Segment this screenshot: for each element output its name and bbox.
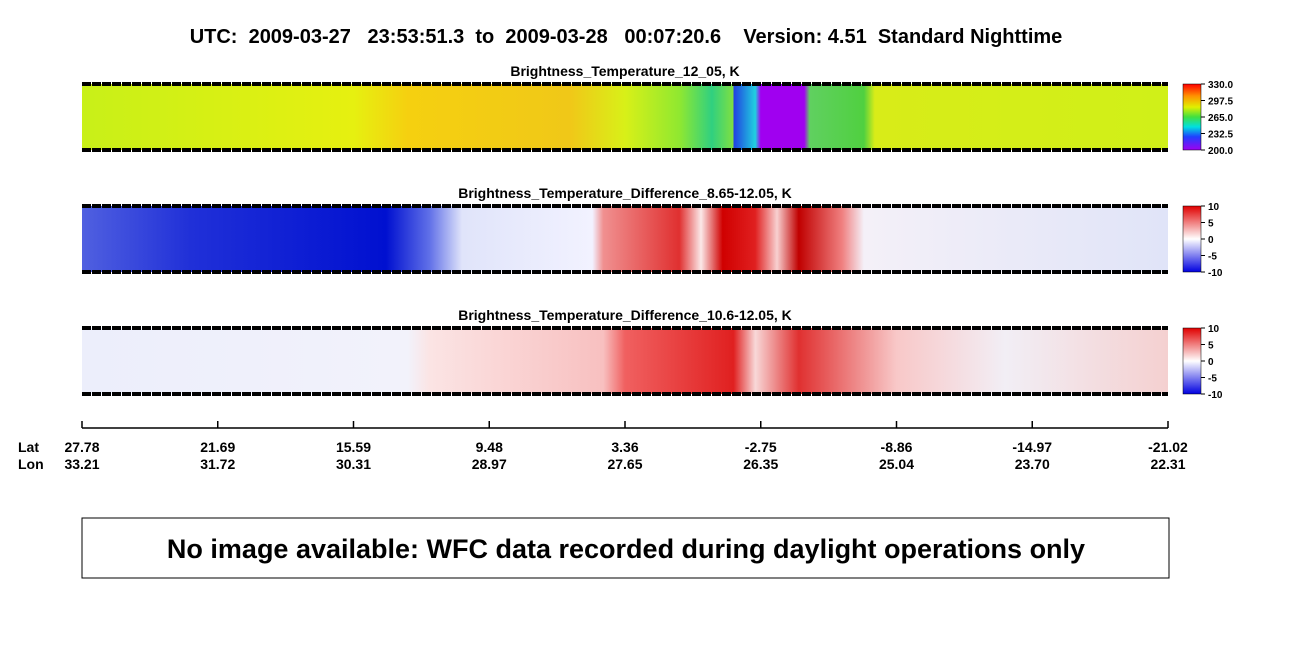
colorbar-label: 5 xyxy=(1208,219,1214,230)
lat-value: 27.78 xyxy=(64,439,99,455)
lat-value: -2.75 xyxy=(745,439,777,455)
colorbar-label: 200.0 xyxy=(1208,146,1233,157)
colorbar-label: 232.5 xyxy=(1208,130,1233,141)
lon-value: 28.97 xyxy=(472,456,507,472)
lat-value: -21.02 xyxy=(1148,439,1188,455)
image-strip xyxy=(82,206,1168,272)
lon-value: 33.21 xyxy=(64,456,99,472)
colorbar xyxy=(1182,327,1202,395)
colorbar-label: -10 xyxy=(1208,390,1223,401)
lon-value: 25.04 xyxy=(879,456,914,472)
colorbar xyxy=(1182,83,1202,151)
colorbar-label: -5 xyxy=(1208,374,1217,385)
colorbar-label: 0 xyxy=(1208,357,1214,368)
colorbar-label: 330.0 xyxy=(1208,80,1233,91)
lon-value: 30.31 xyxy=(336,456,371,472)
colorbar-label: 265.0 xyxy=(1208,113,1233,124)
lat-value: 21.69 xyxy=(200,439,235,455)
lon-value: 27.65 xyxy=(607,456,642,472)
colorbar xyxy=(1182,205,1202,273)
colorbar-label: 0 xyxy=(1208,235,1214,246)
lat-value: 15.59 xyxy=(336,439,371,455)
message-box xyxy=(81,517,1170,579)
lat-value: -8.86 xyxy=(881,439,913,455)
panel-title: Brightness_Temperature_12_05, K xyxy=(510,63,739,79)
image-strip xyxy=(82,328,1168,394)
page-title: UTC: 2009-03-27 23:53:51.3 to 2009-03-28… xyxy=(190,26,1063,48)
image-strip xyxy=(82,84,1168,150)
lon-value: 23.70 xyxy=(1015,456,1050,472)
lon-value: 31.72 xyxy=(200,456,235,472)
message: No image available: WFC data recorded du… xyxy=(167,534,1085,564)
lat-value: 9.48 xyxy=(476,439,503,455)
lat-value: -14.97 xyxy=(1012,439,1052,455)
colorbar-label: 5 xyxy=(1208,341,1214,352)
panel-title: Brightness_Temperature_Difference_10.6-1… xyxy=(458,307,792,323)
colorbar-label: -5 xyxy=(1208,252,1217,263)
lon-value: 22.31 xyxy=(1150,456,1185,472)
colorbar-label: 297.5 xyxy=(1208,97,1233,108)
lat-label: Lat xyxy=(18,439,39,455)
colorbar-label: 10 xyxy=(1208,324,1220,335)
lon-value: 26.35 xyxy=(743,456,778,472)
colorbar-label: 10 xyxy=(1208,202,1220,213)
panel-title: Brightness_Temperature_Difference_8.65-1… xyxy=(458,185,792,201)
colorbar-label: -10 xyxy=(1208,268,1223,279)
lat-value: 3.36 xyxy=(611,439,638,455)
lon-label: Lon xyxy=(18,456,44,472)
